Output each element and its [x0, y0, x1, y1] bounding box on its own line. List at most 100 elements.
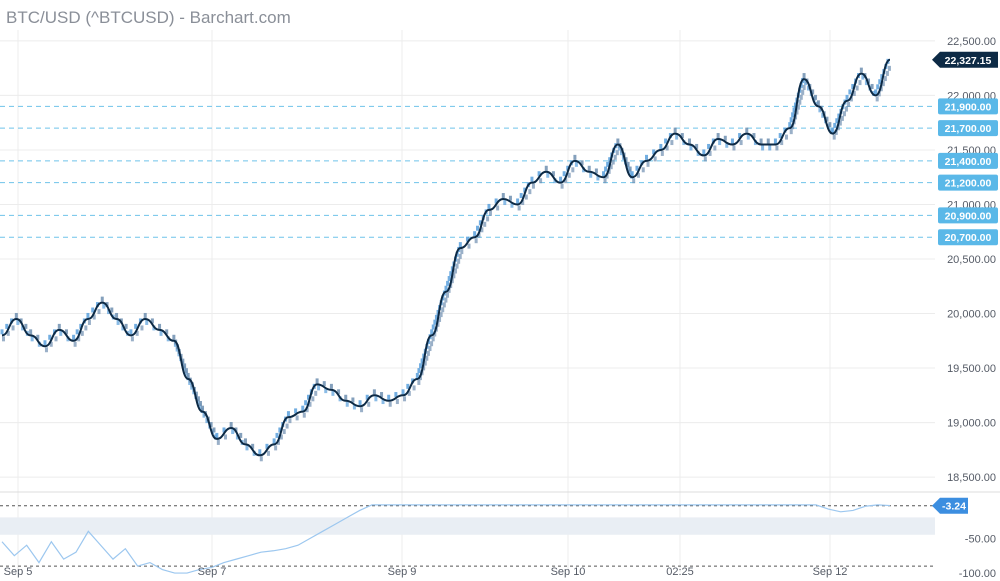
renko-brick — [849, 96, 853, 102]
price-levels — [0, 105, 935, 238]
renko-brick — [609, 164, 613, 170]
price-level-badge — [938, 152, 998, 169]
renko-brick — [652, 149, 656, 155]
renko-brick — [458, 253, 462, 259]
renko-brick — [30, 336, 34, 342]
renko-brick — [450, 278, 454, 284]
renko-brick — [687, 138, 691, 144]
renko-brick — [566, 165, 570, 171]
renko-brick — [305, 407, 309, 413]
renko-brick — [304, 400, 308, 406]
price-level-label: 20,700.00 — [945, 232, 992, 244]
renko-brick — [768, 145, 772, 151]
renko-brick — [430, 329, 434, 335]
renko-brick — [388, 401, 392, 407]
renko-brick — [224, 434, 227, 440]
renko-brick — [272, 438, 276, 444]
renko-brick — [503, 200, 507, 206]
renko-brick — [239, 432, 243, 438]
renko-brick — [567, 172, 571, 178]
oscillator-value-badge — [932, 497, 968, 514]
renko-brick — [880, 74, 884, 80]
renko-brick — [265, 443, 269, 449]
renko-brick — [130, 336, 134, 342]
renko-brick — [135, 330, 139, 336]
renko-brick — [457, 258, 461, 264]
renko-brick — [49, 341, 53, 347]
renko-brick — [689, 145, 693, 151]
renko-brick — [438, 316, 442, 322]
renko-brick — [546, 172, 550, 178]
renko-brick — [641, 167, 645, 173]
grid — [0, 30, 1000, 572]
renko-brick — [444, 297, 448, 303]
renko-brick — [789, 117, 793, 123]
renko-brick — [816, 100, 820, 106]
x-tick-label: Sep 10 — [551, 566, 586, 578]
renko-brick — [285, 423, 289, 429]
renko-brick — [530, 176, 534, 182]
renko-brick — [562, 171, 566, 177]
renko-brick — [420, 358, 424, 364]
oscillator-value-label: -3.24 — [942, 501, 966, 513]
renko-brick — [832, 134, 836, 140]
renko-brick — [746, 134, 750, 140]
renko-brick — [278, 427, 282, 433]
renko-brick — [372, 389, 376, 395]
renko-brick — [480, 227, 484, 233]
renko-brick — [87, 319, 91, 325]
renko-brick — [29, 329, 33, 335]
renko-brick — [675, 134, 679, 140]
renko-brick — [738, 133, 742, 139]
renko-brick — [831, 127, 835, 133]
renko-brick — [444, 285, 448, 291]
renko-brick — [835, 118, 839, 124]
renko-brick — [91, 307, 95, 313]
renko-brick — [544, 165, 548, 171]
renko-brick — [834, 129, 838, 135]
renko-brick — [707, 143, 711, 149]
renko-brick — [564, 178, 568, 184]
renko-brick — [571, 167, 575, 173]
renko-brick — [680, 133, 684, 139]
renko-brick — [6, 330, 10, 336]
renko-brick — [307, 394, 311, 400]
renko-brick — [75, 329, 79, 335]
renko-brick — [551, 171, 555, 177]
renko-brick — [276, 439, 280, 445]
renko-brick — [473, 231, 477, 237]
renko-brick — [100, 296, 104, 302]
renko-brick — [308, 401, 312, 407]
renko-brick — [374, 396, 378, 402]
renko-brick — [861, 74, 865, 80]
renko-brick — [716, 133, 720, 139]
renko-brick — [604, 166, 608, 172]
renko-brick — [780, 140, 784, 146]
price-level-label: 21,200.00 — [945, 178, 992, 190]
renko-brick — [778, 133, 782, 139]
renko-brick — [426, 350, 430, 356]
renko-brick — [730, 138, 734, 144]
renko-brick — [458, 242, 462, 248]
renko-brick — [660, 150, 664, 156]
renko-brick — [165, 329, 169, 335]
renko-brick — [337, 389, 341, 395]
renko-brick — [573, 154, 577, 160]
renko-brick — [212, 427, 216, 433]
renko-brick — [282, 429, 286, 435]
renko-brick — [713, 145, 717, 151]
renko-brick — [145, 319, 149, 325]
renko-brick — [116, 319, 120, 325]
oscillator-tick-label: -50.00 — [965, 533, 996, 545]
renko-brick — [523, 187, 527, 193]
renko-brick — [428, 346, 432, 352]
renko-brick — [608, 157, 612, 163]
renko-brick — [784, 134, 788, 140]
x-tick-label: Sep 12 — [813, 566, 848, 578]
renko-brick — [665, 145, 669, 151]
renko-brick — [36, 334, 40, 340]
renko-brick — [275, 432, 279, 438]
oscillator-line — [0, 504, 935, 574]
renko-brick — [419, 363, 423, 369]
